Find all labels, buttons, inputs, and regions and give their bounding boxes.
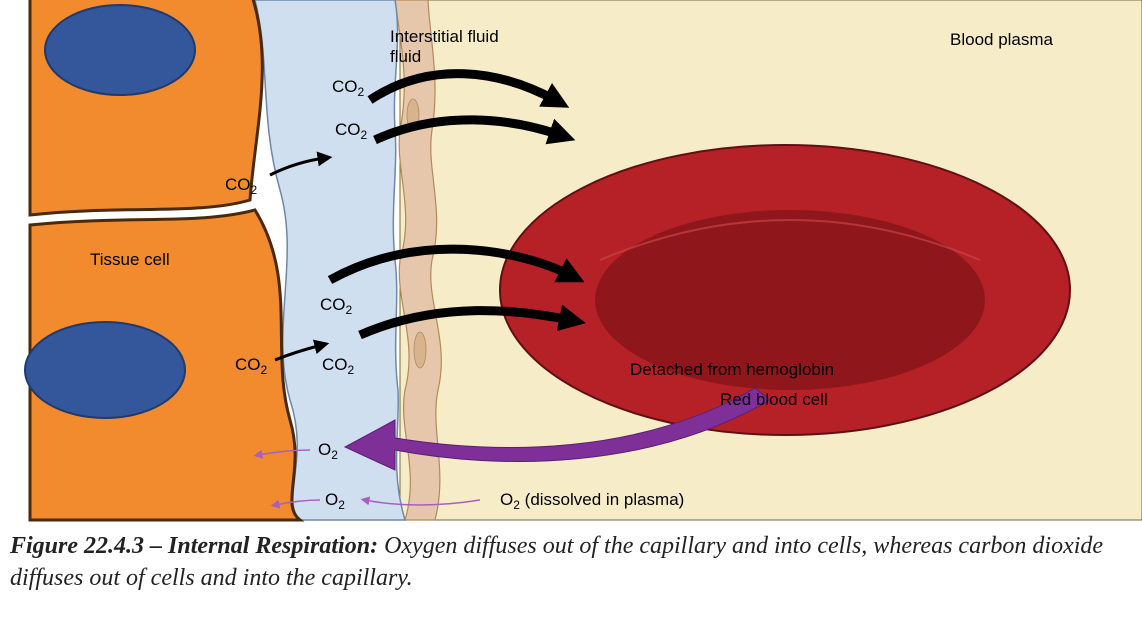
diagram-container: Interstitial fluid fluid Blood plasma Ti… (0, 0, 1142, 636)
wall-nucleus-2 (414, 332, 426, 368)
o2-label-dissolved: O2 (dissolved in plasma) (500, 490, 684, 512)
label-interstitial-2: fluid (390, 47, 421, 66)
label-tissue-cell: Tissue cell (90, 250, 170, 269)
figure-caption: Figure 22.4.3 – Internal Respiration: Ox… (10, 530, 1132, 595)
label-detached: Detached from hemoglobin (630, 360, 834, 379)
nucleus-bottom (25, 322, 185, 418)
label-interstitial-1: Interstitial fluid (390, 27, 499, 46)
label-blood-plasma: Blood plasma (950, 30, 1054, 49)
respiration-diagram-svg: Interstitial fluid fluid Blood plasma Ti… (0, 0, 1142, 530)
label-rbc: Red blood cell (720, 390, 828, 409)
nucleus-top (45, 5, 195, 95)
figure-number: Figure 22.4.3 (10, 533, 144, 559)
figure-title: – Internal Respiration: (150, 533, 378, 559)
